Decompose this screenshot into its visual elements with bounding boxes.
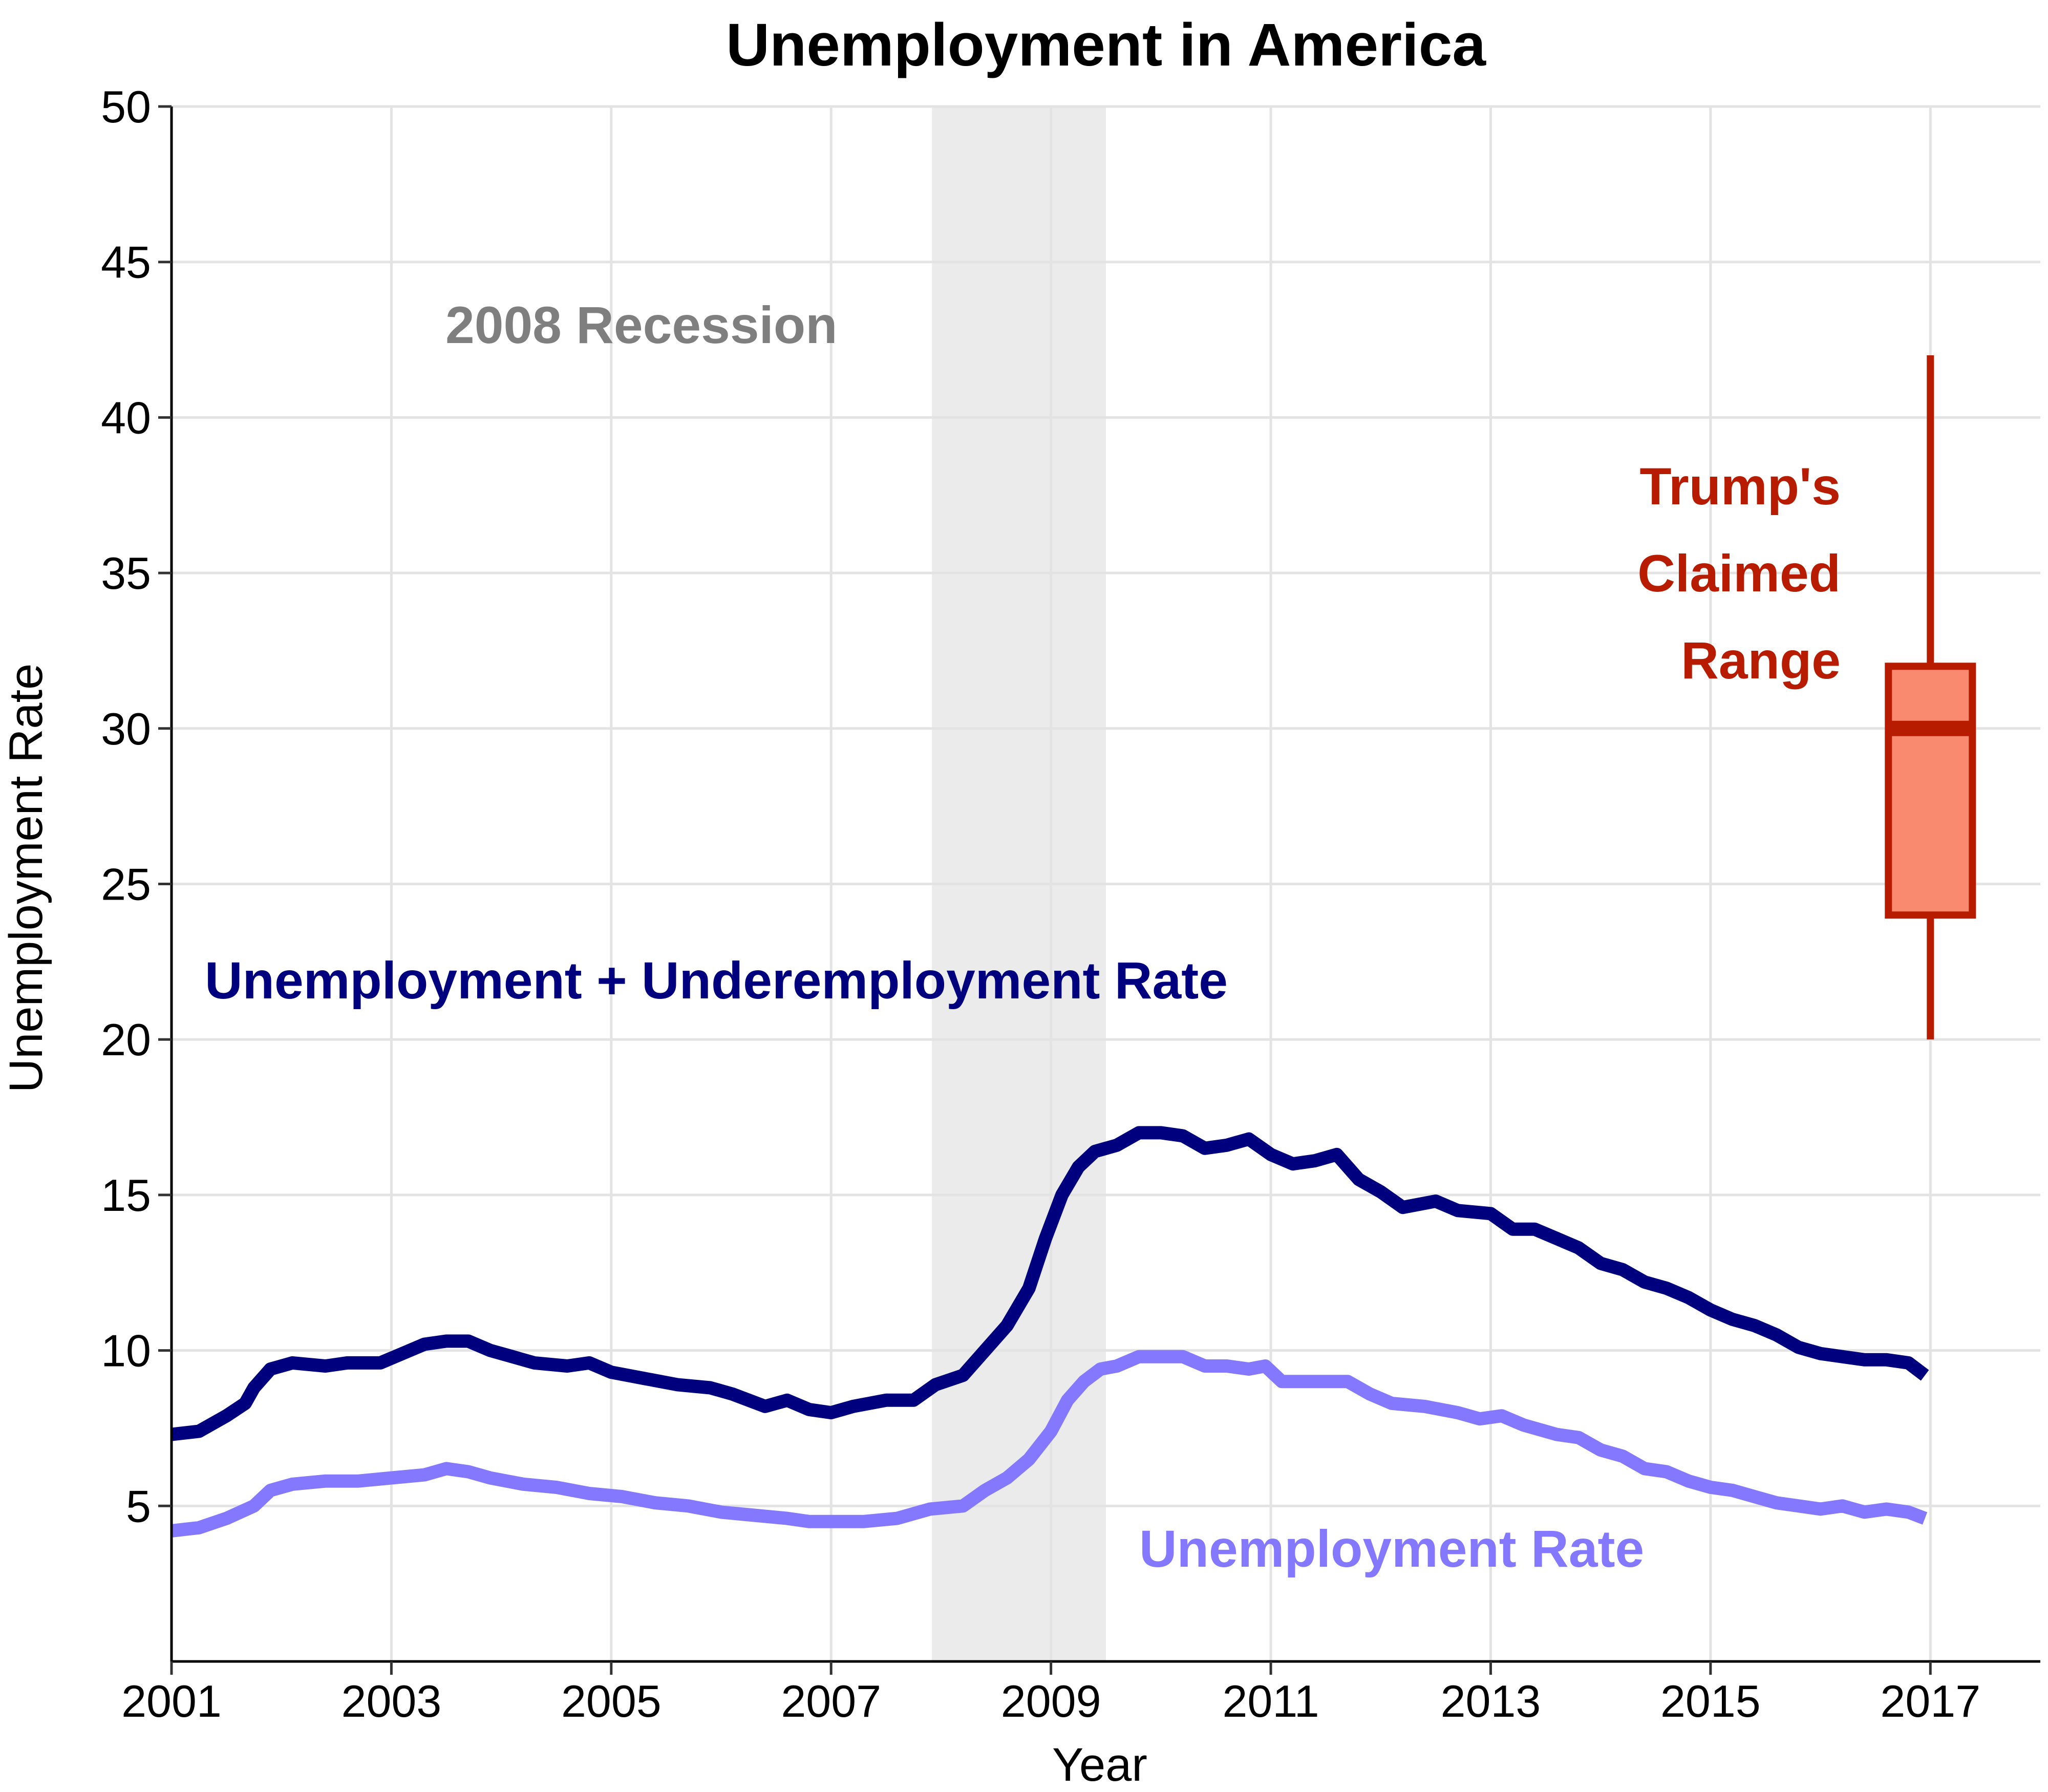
y-tick-label: 5: [126, 1481, 151, 1531]
trump-label-line1: Trump's: [1639, 457, 1841, 516]
x-tick-label: 2003: [342, 1676, 442, 1726]
y-tick-label: 25: [101, 859, 151, 910]
x-tick-label: 2015: [1660, 1676, 1761, 1726]
x-tick-label: 2001: [121, 1676, 222, 1726]
x-tick-label: 2007: [781, 1676, 881, 1726]
y-tick-label: 40: [101, 392, 151, 443]
trump-label-line3: Range: [1681, 631, 1841, 690]
x-tick-label: 2009: [1001, 1676, 1101, 1726]
y-axis-title: Unemployment Rate: [0, 664, 52, 1093]
x-tick-label: 2017: [1880, 1676, 1980, 1726]
box-iqr: [1885, 663, 1976, 919]
x-axis-title: Year: [1052, 1739, 1147, 1791]
y-tick-label: 50: [101, 81, 151, 132]
y-tick-label: 30: [101, 703, 151, 754]
u6-series-label: Unemployment + Underemployment Rate: [205, 951, 1228, 1010]
trump-claimed-range-boxplot: [1885, 355, 1976, 1040]
u3-series-label: Unemployment Rate: [1139, 1520, 1644, 1578]
tick-labels: 5 10 15 20 25 30 35 40 45 50 2001 2003 2005 2007 2009 2…: [101, 81, 1980, 1726]
y-tick-label: 20: [101, 1014, 151, 1065]
trump-label-line2: Claimed: [1637, 544, 1841, 603]
y-tick-label: 10: [101, 1326, 151, 1376]
series-line-u3: [170, 1350, 1928, 1538]
series-layer: [170, 1126, 1929, 1538]
x-tick-label: 2013: [1441, 1676, 1541, 1726]
y-tick-label: 45: [101, 237, 151, 288]
series-line-u6: [170, 1126, 1929, 1441]
chart-title: Unemployment in America: [726, 11, 1486, 79]
recession-label: 2008 Recession: [445, 296, 838, 354]
x-tick-label: 2011: [1222, 1676, 1319, 1726]
y-tick-label: 35: [101, 548, 151, 599]
x-tick-label: 2005: [561, 1676, 662, 1726]
y-tick-label: 15: [101, 1170, 151, 1221]
